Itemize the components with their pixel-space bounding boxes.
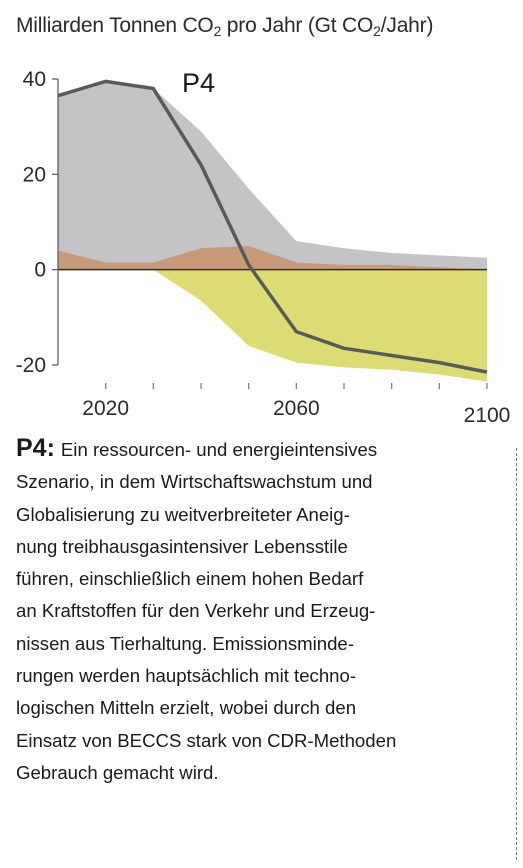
y-tick-label: 20	[23, 163, 46, 186]
description-line: an Kraftstoffen für den Verkehr und Erze…	[16, 600, 376, 622]
description-heading: P4:	[16, 434, 55, 462]
x-tick-label: 2100	[464, 404, 511, 427]
net-emissions-line	[57, 79, 488, 374]
description-line: Szenario, in dem Wirtschaftswachstum und	[16, 471, 373, 493]
description-line: Gebrauch gemacht wird.	[16, 761, 219, 783]
description-line: Globalisierung zu weitverbreiteter Aneig…	[16, 503, 350, 525]
description-line: nung treibhausgasintensiver Lebensstile	[16, 535, 348, 557]
description-line: logischen Mitteln erzielt, wobei durch d…	[16, 697, 357, 719]
y-tick-label: 40	[23, 68, 46, 91]
x-tick-label: 2020	[82, 397, 129, 420]
x-tick-label: 2060	[273, 397, 320, 420]
description-text: Ein ressourcen- und energieintensives Sze…	[16, 439, 396, 783]
description-line: rungen werden hauptsächlich mit techno-	[16, 665, 357, 687]
dashed-divider	[516, 448, 517, 860]
scenario-label: P4	[182, 68, 215, 98]
scenario-description: P4: Ein ressourcen- und energieintensives…	[16, 432, 486, 789]
land-use-area	[58, 245, 487, 270]
gross-fossil-area	[58, 81, 487, 270]
description-line: nissen aus Tierhaltung. Emissionsminde-	[16, 632, 354, 654]
description-line: Ein ressourcen- und energieintensives	[60, 439, 378, 460]
beccs-area	[58, 269, 487, 382]
description-line: führen, einschließlich einem hohen Bedar…	[16, 568, 364, 590]
chart-title: Milliarden Tonnen CO2 pro Jahr (Gt CO2/J…	[16, 14, 434, 39]
y-tick-label: -20	[16, 354, 46, 377]
emissions-chart: 40 20 0 -20 2020 2060 2100 P4	[16, 68, 511, 427]
y-tick-label: 0	[34, 259, 46, 282]
description-line: Einsatz von BECCS stark von CDR-Methoden	[16, 729, 397, 751]
